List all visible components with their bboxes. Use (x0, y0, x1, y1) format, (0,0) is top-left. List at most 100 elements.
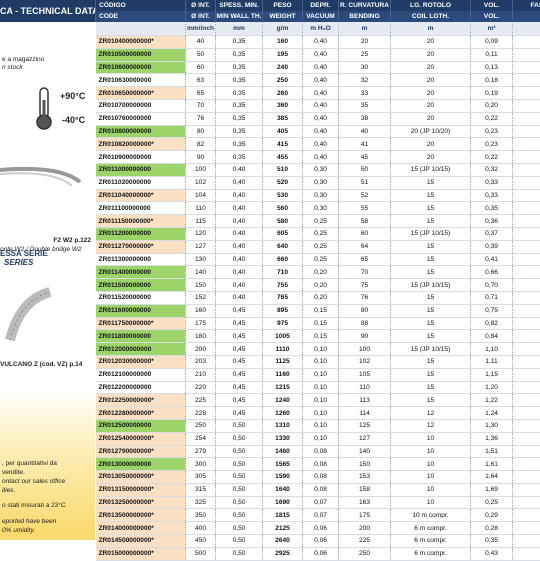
data-cell: 6 m compr. (391, 535, 471, 548)
data-cell: 153 (339, 471, 391, 484)
data-cell: 1,61 (471, 458, 513, 471)
data-cell: 0,20 (471, 99, 513, 112)
code-cell: ZR010600000000 (96, 61, 186, 74)
data-cell: 1,24 (471, 407, 513, 420)
data-cell: 10 m compr. (391, 509, 471, 522)
data-cell: 150 (339, 458, 391, 471)
data-cell: 15 (391, 368, 471, 381)
unit-cell: mm (216, 22, 263, 36)
data-cell: 90 (339, 330, 391, 343)
data-cell: 32 (339, 74, 391, 87)
data-cell: 127 (186, 240, 216, 253)
data-cell: 1,11 (471, 355, 513, 368)
data-cell: 0,22 (471, 151, 513, 164)
data-cell: 0,50 (216, 432, 263, 445)
data-cell: 1,20 (471, 381, 513, 394)
data-cell: 0,40 (216, 202, 263, 215)
data-cell: 0,70 (471, 279, 513, 292)
data-cell: 15 (391, 330, 471, 343)
data-cell: 385 (263, 112, 303, 125)
data-cell: 2640 (263, 535, 303, 548)
code-cell: ZR010800000000 (96, 125, 186, 138)
data-cell: 75 (339, 279, 391, 292)
stock-text: n stock (2, 64, 23, 71)
note-text: ontact our sales office (2, 478, 65, 485)
note-text: o stati misurati a 23°C (2, 502, 66, 509)
data-cell (513, 253, 540, 266)
data-cell: 40 (186, 36, 216, 49)
data-cell: 15 (391, 266, 471, 279)
data-cell: 1330 (263, 432, 303, 445)
data-cell: 1,22 (471, 394, 513, 407)
data-cell: 640 (263, 240, 303, 253)
series-title: SERIES (4, 258, 33, 267)
data-cell: 0,06 (303, 522, 339, 535)
data-cell: 0,40 (216, 240, 263, 253)
data-cell: 0,40 (303, 112, 339, 125)
data-cell: 105 (339, 368, 391, 381)
code-cell: ZR011300000000 (96, 253, 186, 266)
page: {"left_panel": { "header": "CA - TECHNIC… (0, 0, 540, 540)
code-cell: ZR012500000000 (96, 419, 186, 432)
data-cell: 250 (186, 419, 216, 432)
data-cell: 125 (339, 419, 391, 432)
data-cell: 305 (186, 471, 216, 484)
data-cell: 0,50 (216, 496, 263, 509)
data-cell: 1,69 (471, 483, 513, 496)
data-cell: 100 (186, 163, 216, 176)
data-cell: 455 (263, 151, 303, 164)
data-cell: 415 (263, 138, 303, 151)
data-cell (513, 291, 540, 304)
data-cell: 660 (263, 253, 303, 266)
column-header: VACUUM (303, 11, 339, 22)
data-cell: 15 (391, 253, 471, 266)
panel-header: CA - TECHNICAL DATA (0, 0, 95, 22)
data-cell: 0,82 (471, 317, 513, 330)
data-cell: 0,37 (471, 227, 513, 240)
thermometer-icon (32, 86, 56, 132)
data-cell (513, 36, 540, 49)
data-cell: 15 (391, 394, 471, 407)
data-cell: 0,06 (303, 535, 339, 548)
data-cell: 560 (263, 202, 303, 215)
column-header: FASC (513, 0, 540, 11)
data-cell: 55 (339, 202, 391, 215)
data-cell: 51 (339, 176, 391, 189)
data-cell: 0,25 (303, 215, 339, 228)
data-cell: 500 (186, 547, 216, 560)
data-cell: 0,50 (216, 483, 263, 496)
data-cell (513, 381, 540, 394)
code-cell: ZR011400000000 (96, 266, 186, 279)
data-cell: 15 (391, 215, 471, 228)
data-cell: 250 (339, 547, 391, 560)
data-cell: 580 (263, 215, 303, 228)
data-cell: 0,11 (471, 48, 513, 61)
code-cell: ZR013000000000 (96, 458, 186, 471)
code-cell: ZR011150000000* (96, 215, 186, 228)
data-cell: 41 (339, 138, 391, 151)
data-cell: 10 (391, 496, 471, 509)
code-cell: ZR011270000000* (96, 240, 186, 253)
unit-cell (96, 22, 186, 36)
code-cell: ZR011200000000 (96, 227, 186, 240)
data-cell: 20 (391, 138, 471, 151)
data-cell: 160 (186, 304, 216, 317)
data-cell: 0,40 (303, 61, 339, 74)
data-cell: 0,23 (471, 138, 513, 151)
data-cell: 0,40 (303, 74, 339, 87)
code-cell: ZR011100000000 (96, 202, 186, 215)
data-cell: 33 (339, 87, 391, 100)
temperature-max: +90°C (60, 91, 85, 101)
code-cell: ZR013150000000* (96, 483, 186, 496)
